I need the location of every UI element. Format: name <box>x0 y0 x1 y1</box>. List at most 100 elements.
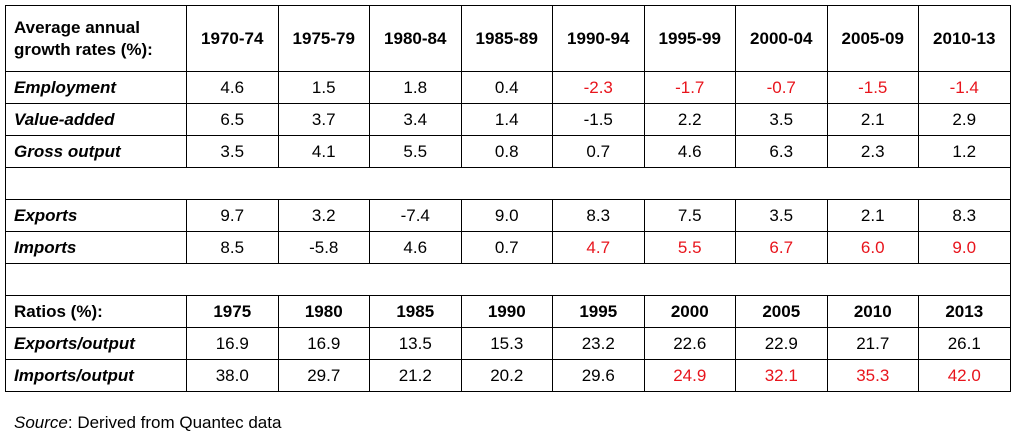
table-cell: 2.1 <box>826 103 919 136</box>
table-cell: 7.5 <box>643 199 736 232</box>
year-header: 1985 <box>369 295 462 328</box>
row-label: Imports/output <box>5 359 187 392</box>
table-cell: 0.7 <box>460 231 553 264</box>
spacer-row <box>5 263 1011 296</box>
table-cell: 0.8 <box>460 135 553 168</box>
table-cell: 6.5 <box>186 103 279 136</box>
header-row: Average annual growth rates (%): 1970-74… <box>5 5 1011 72</box>
period-header: 1980-84 <box>369 5 462 72</box>
table-cell: 24.9 <box>643 359 736 392</box>
table-cell: 4.7 <box>552 231 645 264</box>
table-cell: 3.7 <box>277 103 370 136</box>
growth-header-line1: Average annual <box>14 17 140 37</box>
table-cell: 6.3 <box>735 135 828 168</box>
table-cell: 16.9 <box>277 327 370 360</box>
row-label: Exports/output <box>5 327 187 360</box>
period-header: 2005-09 <box>826 5 919 72</box>
table-cell: -1.4 <box>918 71 1011 104</box>
period-header: 1975-79 <box>277 5 370 72</box>
table-cell: 22.6 <box>643 327 736 360</box>
period-header: 2010-13 <box>918 5 1011 72</box>
year-header: 2013 <box>918 295 1011 328</box>
table-cell: 9.0 <box>918 231 1011 264</box>
table-cell: 21.7 <box>826 327 919 360</box>
source-note: Source: Derived from Quantec data <box>14 413 281 433</box>
table-cell: 0.4 <box>460 71 553 104</box>
table-cell: 35.3 <box>826 359 919 392</box>
growth-header-cell: Average annual growth rates (%): <box>5 5 187 72</box>
table-cell: 9.0 <box>460 199 553 232</box>
table-cell: 16.9 <box>186 327 279 360</box>
table-cell: 3.5 <box>735 199 828 232</box>
table-cell: 23.2 <box>552 327 645 360</box>
table-cell: 9.7 <box>186 199 279 232</box>
table-cell: 1.8 <box>369 71 462 104</box>
table-cell: 8.3 <box>918 199 1011 232</box>
period-header: 1990-94 <box>552 5 645 72</box>
table-cell: 42.0 <box>918 359 1011 392</box>
table-cell: 15.3 <box>460 327 553 360</box>
year-header: 1975 <box>186 295 279 328</box>
trade-row: Exports 9.7 3.2 -7.4 9.0 8.3 7.5 3.5 2.1 8.3 <box>5 199 1011 232</box>
period-header: 1985-89 <box>460 5 553 72</box>
table-cell: 3.4 <box>369 103 462 136</box>
row-label: Value-added <box>5 103 187 136</box>
table-cell: 2.1 <box>826 199 919 232</box>
table-cell: 13.5 <box>369 327 462 360</box>
ratios-header: Ratios (%): <box>5 295 187 328</box>
growth-row: Employment 4.6 1.5 1.8 0.4 -2.3 -1.7 -0.7 -1.5 -1… <box>5 71 1011 104</box>
row-label: Employment <box>5 71 187 104</box>
table-cell: 21.2 <box>369 359 462 392</box>
spacer-cell <box>5 167 1011 200</box>
table-cell: 8.3 <box>552 199 645 232</box>
table-cell: 8.5 <box>186 231 279 264</box>
table-cell: 26.1 <box>918 327 1011 360</box>
year-header: 1990 <box>460 295 553 328</box>
growth-row: Value-added 6.5 3.7 3.4 1.4 -1.5 2.2 3.5 2.1 2.9 <box>5 103 1011 136</box>
table-cell: 4.6 <box>643 135 736 168</box>
table-cell: -1.7 <box>643 71 736 104</box>
table-cell: 20.2 <box>460 359 553 392</box>
ratios-header-row: Ratios (%): 1975 1980 1985 1990 1995 2000 2005 2… <box>5 295 1011 328</box>
spacer-cell <box>5 263 1011 296</box>
table-cell: 5.5 <box>643 231 736 264</box>
table-cell: -0.7 <box>735 71 828 104</box>
year-header: 2005 <box>735 295 828 328</box>
table-body: Average annual growth rates (%): 1970-74… <box>5 5 1011 392</box>
year-header: 2000 <box>643 295 736 328</box>
period-header: 2000-04 <box>735 5 828 72</box>
table-cell: 3.5 <box>186 135 279 168</box>
row-label: Exports <box>5 199 187 232</box>
table-cell: 4.6 <box>186 71 279 104</box>
growth-table: Average annual growth rates (%): 1970-74… <box>5 5 1011 392</box>
source-prefix: Source <box>14 413 68 432</box>
table-cell: -1.5 <box>826 71 919 104</box>
table-cell: 29.6 <box>552 359 645 392</box>
ratio-row: Imports/output 38.0 29.7 21.2 20.2 29.6 24.9 32… <box>5 359 1011 392</box>
trade-row: Imports 8.5 -5.8 4.6 0.7 4.7 5.5 6.7 6.0 9.0 <box>5 231 1011 264</box>
table-cell: 4.1 <box>277 135 370 168</box>
growth-header-line2: growth rates (%): <box>14 39 153 59</box>
spacer-row <box>5 167 1011 200</box>
year-header: 1980 <box>277 295 370 328</box>
table-cell: 2.3 <box>826 135 919 168</box>
ratio-row: Exports/output 16.9 16.9 13.5 15.3 23.2 22.6 22… <box>5 327 1011 360</box>
table-cell: 6.7 <box>735 231 828 264</box>
table-cell: 0.7 <box>552 135 645 168</box>
period-header: 1995-99 <box>643 5 736 72</box>
table-cell: -2.3 <box>552 71 645 104</box>
table-cell: 6.0 <box>826 231 919 264</box>
table-cell: 5.5 <box>369 135 462 168</box>
period-header: 1970-74 <box>186 5 279 72</box>
table-cell: 38.0 <box>186 359 279 392</box>
row-label: Imports <box>5 231 187 264</box>
source-text: : Derived from Quantec data <box>67 413 282 432</box>
table-cell: 2.2 <box>643 103 736 136</box>
year-header: 1995 <box>552 295 645 328</box>
table-cell: 29.7 <box>277 359 370 392</box>
growth-row: Gross output 3.5 4.1 5.5 0.8 0.7 4.6 6.3 2.3 1.2 <box>5 135 1011 168</box>
table-cell: -1.5 <box>552 103 645 136</box>
table-cell: 1.5 <box>277 71 370 104</box>
table-cell: 1.2 <box>918 135 1011 168</box>
